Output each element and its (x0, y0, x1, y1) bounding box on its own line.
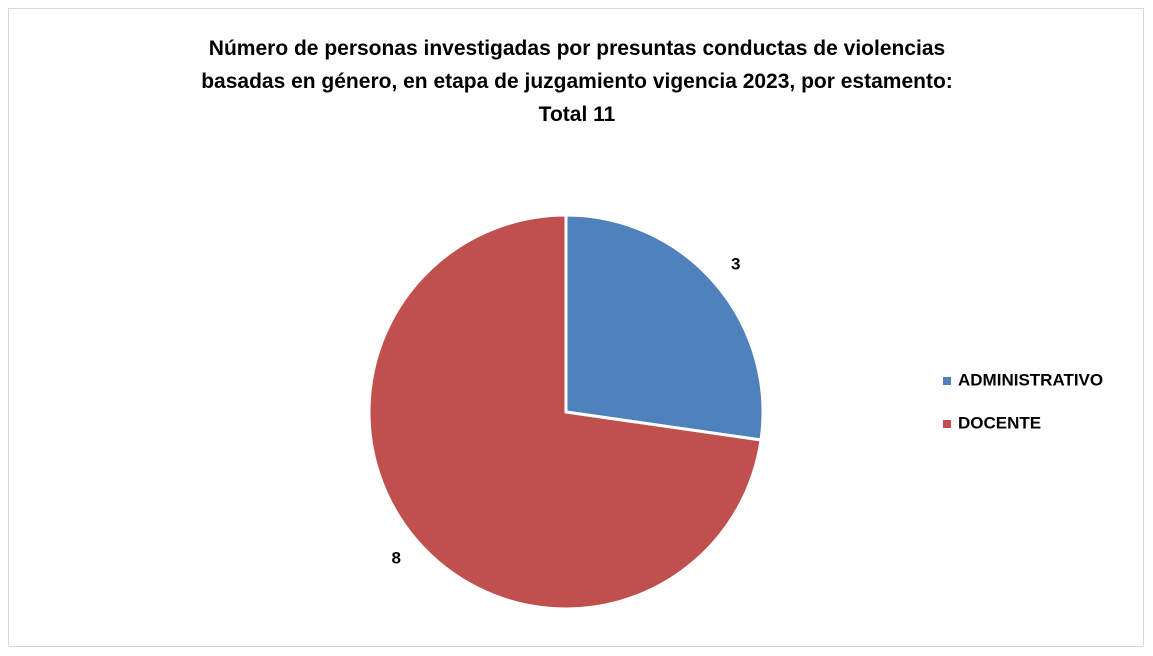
data-label: 8 (392, 549, 401, 568)
legend-swatch (943, 377, 951, 385)
data-label: 3 (731, 254, 740, 273)
legend-label: ADMINISTRATIVO (958, 370, 1103, 389)
legend-swatch (943, 420, 951, 428)
legend-label: DOCENTE (958, 413, 1041, 432)
pie-slice (367, 213, 763, 611)
pie-slice (564, 213, 765, 442)
chart-title: Número de personas investigadas por pres… (201, 37, 953, 126)
chart-frame (8, 8, 1144, 647)
